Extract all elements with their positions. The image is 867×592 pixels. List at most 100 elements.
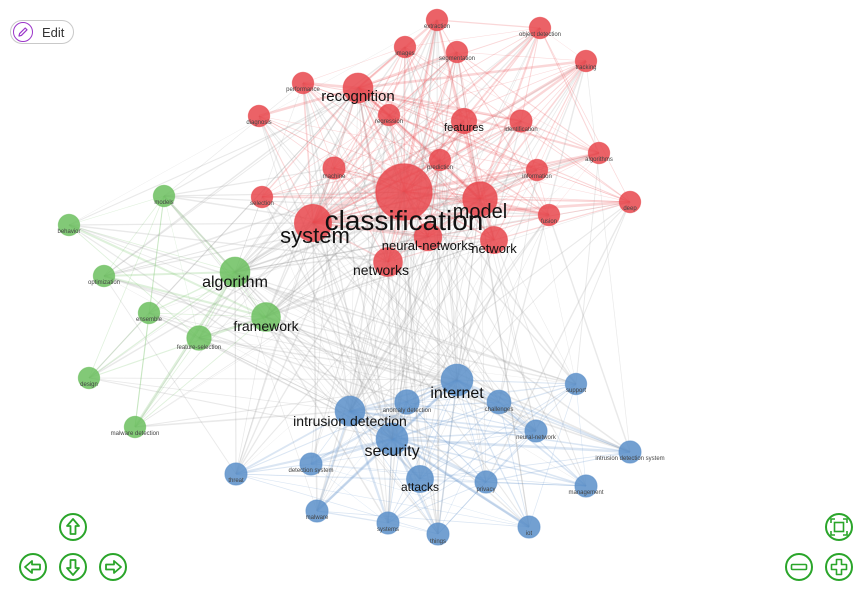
edge — [234, 27, 541, 273]
edit-button[interactable]: Edit — [10, 20, 74, 44]
pan-right-button[interactable] — [98, 552, 128, 582]
edge — [312, 19, 438, 224]
node-algorithm[interactable] — [219, 256, 251, 288]
label-algorithm: algorithm — [202, 274, 268, 291]
node-malware[interactable] — [305, 499, 329, 523]
node-network[interactable] — [480, 226, 508, 254]
edge — [456, 51, 600, 154]
edge — [265, 316, 408, 403]
node-model[interactable] — [462, 181, 498, 217]
zoom-out-button[interactable] — [784, 552, 814, 582]
label-segmentation: segmentation — [439, 56, 475, 62]
node-identification[interactable] — [509, 109, 533, 133]
node-algorithms[interactable] — [587, 141, 611, 165]
node-deep[interactable] — [618, 190, 642, 214]
edge — [312, 222, 351, 412]
edge — [316, 401, 408, 512]
edge — [349, 410, 537, 432]
edge — [498, 401, 587, 487]
node-selection[interactable] — [250, 185, 274, 209]
node-tracking[interactable] — [574, 49, 598, 73]
node-system[interactable] — [293, 203, 333, 243]
edge — [198, 198, 481, 339]
node-things[interactable] — [426, 522, 450, 546]
edge — [261, 114, 390, 198]
edge — [479, 198, 487, 483]
node-neural-networks[interactable] — [413, 222, 443, 252]
label-things: things — [430, 539, 446, 545]
node-regression[interactable] — [377, 103, 401, 127]
node-extraction[interactable] — [425, 8, 449, 32]
node-diagnosis[interactable] — [247, 104, 271, 128]
edge — [357, 87, 631, 203]
node-management[interactable] — [574, 474, 598, 498]
edge — [235, 19, 438, 475]
zoom-in-button[interactable] — [824, 552, 854, 582]
edge — [234, 51, 458, 273]
node-object-detection[interactable] — [528, 16, 552, 40]
label-selection: selection — [250, 201, 274, 207]
node-images[interactable] — [393, 35, 417, 59]
node-neural-network[interactable] — [524, 419, 548, 443]
node-networks[interactable] — [373, 247, 403, 277]
pan-left-button[interactable] — [18, 552, 48, 582]
edge — [265, 87, 359, 318]
edge — [419, 198, 481, 480]
node-internet[interactable] — [440, 363, 474, 397]
node-threat[interactable] — [224, 462, 248, 486]
label-machine: machine — [323, 174, 346, 180]
node-support[interactable] — [564, 372, 588, 396]
node-intrusion-detection-system[interactable] — [618, 440, 642, 464]
pan-down-button[interactable] — [58, 552, 88, 582]
node-malware-detection[interactable] — [123, 415, 147, 439]
node-privacy[interactable] — [474, 470, 498, 494]
edge — [456, 60, 587, 381]
node-anomaly-detection[interactable] — [394, 389, 420, 415]
node-detection-system[interactable] — [299, 452, 323, 476]
node-systems[interactable] — [376, 511, 400, 535]
node-framework[interactable] — [251, 302, 281, 332]
edge — [388, 60, 587, 116]
edge — [234, 239, 495, 273]
arrow-up-icon — [59, 513, 87, 541]
node-recognition[interactable] — [342, 72, 374, 104]
edge — [302, 82, 389, 524]
node-prediction[interactable] — [428, 148, 452, 172]
fit-view-button[interactable] — [824, 512, 854, 542]
edge — [439, 159, 458, 381]
node-performance[interactable] — [291, 71, 315, 95]
edge — [437, 401, 500, 535]
node-fusion[interactable] — [537, 203, 561, 227]
edge — [302, 82, 314, 224]
node-machine[interactable] — [322, 156, 346, 180]
label-models: models — [154, 200, 173, 206]
node-features[interactable] — [450, 107, 478, 135]
node-models[interactable] — [152, 184, 176, 208]
edge — [391, 430, 537, 440]
node-attacks[interactable] — [406, 465, 434, 493]
edge — [310, 401, 408, 465]
node-ensemble[interactable] — [137, 301, 161, 325]
edge — [134, 337, 200, 428]
node-classification[interactable] — [375, 163, 433, 221]
edge — [479, 198, 530, 528]
node-feature-selection[interactable] — [186, 325, 212, 351]
arrow-down-icon — [59, 553, 87, 581]
node-security[interactable] — [375, 422, 409, 456]
node-challenges[interactable] — [486, 389, 512, 415]
edge — [163, 167, 335, 197]
node-information[interactable] — [525, 158, 549, 182]
pan-up-button[interactable] — [58, 512, 88, 542]
node-iot[interactable] — [517, 515, 541, 539]
edge — [498, 169, 538, 403]
node-design[interactable] — [77, 366, 101, 390]
node-optimization[interactable] — [92, 264, 116, 288]
node-segmentation[interactable] — [445, 40, 469, 64]
node-intrusion-detection[interactable] — [334, 395, 366, 427]
edge — [134, 410, 351, 428]
edge — [548, 214, 631, 453]
edge — [357, 87, 481, 200]
node-behavior[interactable] — [57, 213, 81, 237]
edge — [261, 196, 393, 440]
